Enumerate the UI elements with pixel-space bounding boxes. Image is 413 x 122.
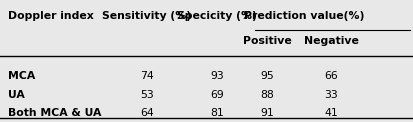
Text: 41: 41	[323, 108, 337, 118]
Text: 64: 64	[140, 108, 154, 118]
Text: 91: 91	[259, 108, 273, 118]
Text: Both MCA & UA: Both MCA & UA	[8, 108, 102, 118]
Text: 53: 53	[140, 90, 154, 100]
Text: 95: 95	[259, 71, 273, 81]
Text: 66: 66	[323, 71, 337, 81]
Text: 74: 74	[140, 71, 154, 81]
Text: 88: 88	[259, 90, 273, 100]
Text: Prediction value(%): Prediction value(%)	[244, 11, 363, 21]
Text: 93: 93	[210, 71, 224, 81]
Text: MCA: MCA	[8, 71, 36, 81]
Text: Negative: Negative	[303, 36, 358, 46]
Text: Doppler index: Doppler index	[8, 11, 94, 21]
Text: UA: UA	[8, 90, 25, 100]
Text: Sensitivity (%): Sensitivity (%)	[102, 11, 191, 21]
Text: Specicity (%): Specicity (%)	[177, 11, 256, 21]
Text: 81: 81	[210, 108, 224, 118]
Text: Positive: Positive	[242, 36, 291, 46]
Text: 33: 33	[323, 90, 337, 100]
Text: 69: 69	[210, 90, 224, 100]
